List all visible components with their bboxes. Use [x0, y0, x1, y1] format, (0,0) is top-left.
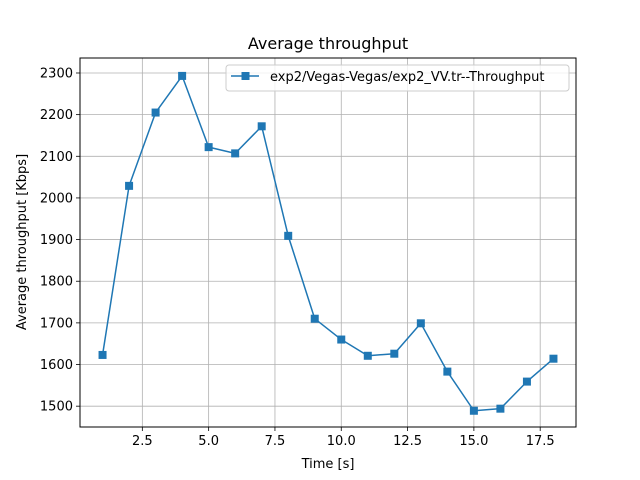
data-point-marker — [204, 143, 213, 152]
data-point-marker — [443, 367, 452, 376]
y-tick-label: 2300 — [40, 66, 73, 81]
y-axis-ticks: 1500 1600 1700 1800 1900 2000 2100 2200 2300 — [40, 66, 80, 415]
data-point-marker — [98, 350, 107, 359]
legend: exp2/Vegas-Vegas/exp2_VV.tr--Throughput — [225, 64, 570, 92]
y-tick-label: 2200 — [40, 108, 73, 123]
data-point-marker — [469, 406, 478, 415]
legend-box — [225, 64, 570, 92]
x-tick-label: 2.5 — [132, 434, 153, 449]
y-tick-label: 1900 — [40, 233, 73, 248]
data-point-marker — [310, 314, 319, 323]
series-line — [101, 75, 554, 412]
x-tick-label: 10.0 — [327, 434, 356, 449]
plot-frame — [79, 57, 577, 428]
y-tick-label: 1600 — [40, 358, 73, 373]
x-tick-label: 7.5 — [265, 434, 286, 449]
data-point-marker — [284, 231, 293, 240]
data-point-marker — [363, 351, 372, 360]
data-point-marker — [549, 354, 558, 363]
x-tick-label: 17.5 — [526, 434, 555, 449]
data-point-marker — [125, 181, 134, 190]
data-point-marker — [151, 108, 160, 117]
x-tick-label: 5.0 — [198, 434, 219, 449]
y-tick-label: 2000 — [40, 191, 73, 206]
data-point-marker — [257, 122, 266, 131]
legend-label: exp2/Vegas-Vegas/exp2_VV.tr--Throughput — [270, 70, 544, 85]
data-point-marker — [231, 149, 240, 158]
y-tick-label: 1800 — [40, 275, 73, 290]
y-tick-label: 2100 — [40, 150, 73, 165]
data-point-marker — [390, 349, 399, 358]
grid-lines — [80, 58, 576, 427]
legend-marker-swatch — [241, 72, 250, 80]
data-point-marker — [496, 404, 505, 413]
data-point-marker — [416, 319, 425, 328]
y-tick-label: 1500 — [40, 400, 73, 415]
x-axis-label: Time [s] — [301, 457, 355, 472]
data-point-marker — [337, 335, 346, 344]
chart-title: Average throughput — [248, 34, 408, 53]
x-tick-label: 15.0 — [459, 434, 488, 449]
y-axis-label: Average throughput [Kbps] — [15, 154, 30, 330]
data-point-marker — [522, 377, 531, 386]
data-point-marker — [178, 71, 187, 80]
y-tick-label: 1700 — [40, 316, 73, 331]
x-axis-ticks: 2.5 5.0 7.5 10.0 12.5 15.0 17.5 — [132, 427, 555, 449]
series-layer — [98, 71, 558, 415]
x-tick-label: 12.5 — [393, 434, 422, 449]
